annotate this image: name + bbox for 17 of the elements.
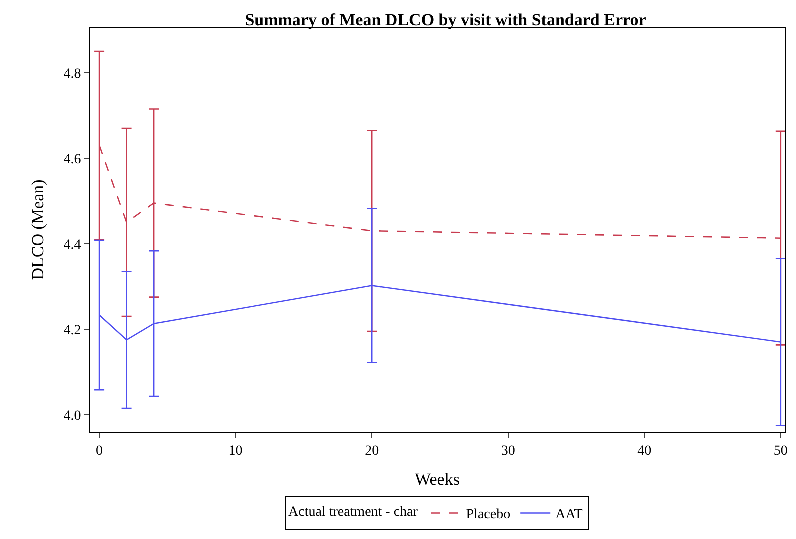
y-tick-label: 4.6 [64, 152, 82, 168]
legend-label: Placebo [466, 508, 511, 523]
legend-title: Actual treatment - char [288, 504, 418, 520]
x-tick-label: 20 [365, 444, 380, 459]
x-tick-label: 50 [774, 444, 788, 459]
x-axis-title: Weeks [415, 470, 460, 490]
y-tick-label: 4.8 [64, 66, 82, 82]
y-tick-label: 4.4 [64, 238, 82, 253]
legend-label: AAT [556, 508, 584, 523]
x-tick-label: 0 [96, 444, 104, 459]
chart-title: Summary of Mean DLCO by visit with Standard Error [245, 10, 647, 30]
y-tick-label: 4.2 [64, 323, 82, 338]
x-tick-label: 10 [228, 444, 243, 459]
y-tick-label: 4.0 [64, 408, 82, 424]
x-tick-label: 30 [501, 444, 516, 459]
x-tick-label: 40 [638, 444, 652, 459]
y-axis-title: DLCO (Mean) [28, 180, 48, 280]
